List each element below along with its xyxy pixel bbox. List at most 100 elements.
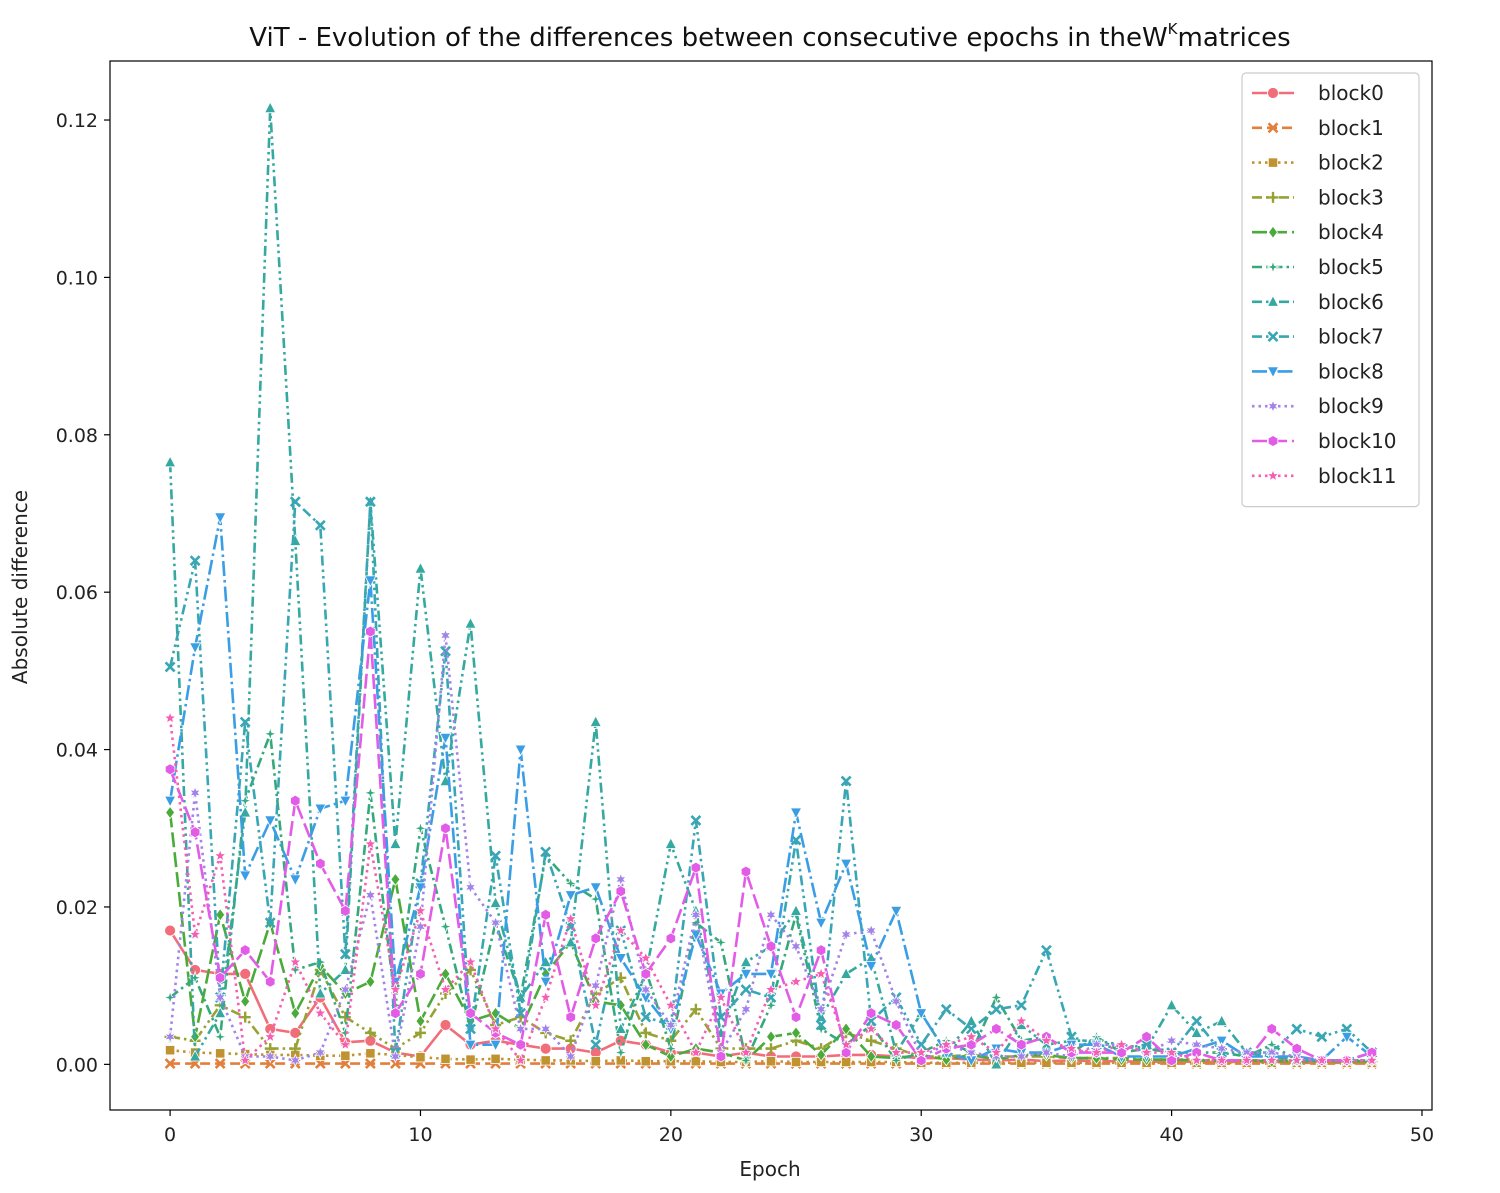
data-point-block5 [763, 997, 779, 1013]
series-block10 [164, 625, 1378, 1067]
legend-item-block2: block2 [1252, 151, 1384, 175]
data-point-block11 [764, 982, 778, 996]
data-point-block11 [213, 848, 227, 862]
data-point-block4 [866, 1049, 877, 1064]
data-point-block2 [165, 1045, 176, 1056]
data-point-block4 [440, 967, 451, 981]
x-axis-label: Epoch [739, 1157, 800, 1181]
legend: block0 block1 block2 block3 block4 block5 bloc… [1241, 72, 1420, 508]
legend-marker-block2 [1267, 157, 1279, 168]
data-point-block8 [339, 795, 352, 808]
data-point-block10 [765, 940, 777, 953]
y-tick-label: 0.06 [56, 582, 98, 604]
data-point-block11 [163, 710, 177, 724]
data-point-block10 [290, 794, 301, 807]
data-point-block11 [664, 998, 678, 1012]
data-point-block5 [713, 935, 729, 950]
legend-marker-block9 [1266, 399, 1280, 414]
data-point-block10 [916, 1054, 927, 1067]
legend-marker-block4 [1268, 225, 1278, 239]
data-point-block10 [265, 975, 276, 988]
data-point-block2 [640, 1056, 651, 1067]
data-point-block2 [690, 1056, 701, 1067]
data-point-block10 [1141, 1030, 1152, 1043]
data-point-block10 [1016, 1038, 1027, 1051]
data-point-block10 [1116, 1046, 1127, 1059]
legend-marker-block10 [1267, 435, 1279, 447]
data-point-block11 [563, 911, 578, 925]
data-point-block5 [988, 990, 1004, 1005]
chart-title: ViT - Evolution of the differences betwe… [249, 20, 1290, 53]
data-point-block10 [590, 932, 601, 945]
data-point-block9 [564, 1049, 577, 1064]
y-axis: 0.00 0.02 0.04 0.06 0.08 0.10 0.12 [56, 110, 110, 1076]
data-point-block3 [339, 1011, 351, 1023]
data-point-block8 [214, 512, 227, 525]
legend-marker-block1 [1267, 122, 1279, 134]
data-point-block11 [1139, 1045, 1154, 1059]
data-point-block11 [513, 1053, 528, 1067]
data-point-block6 [188, 1049, 202, 1062]
data-point-block8 [439, 732, 452, 745]
legend-marker-block8 [1266, 366, 1280, 379]
data-point-block9 [364, 888, 377, 903]
data-point-block8 [915, 1008, 928, 1021]
data-point-block3 [640, 1027, 652, 1039]
data-point-block11 [1089, 1045, 1104, 1059]
data-point-block11 [864, 1021, 878, 1035]
data-point-block4 [290, 1006, 301, 1020]
data-point-block7 [1191, 1015, 1203, 1027]
data-point-block6 [1215, 1014, 1228, 1026]
data-point-block11 [488, 1021, 503, 1035]
data-point-block11 [914, 1045, 928, 1059]
data-point-block11 [1114, 1037, 1129, 1051]
data-point-block11 [989, 1045, 1004, 1059]
legend-label-block2: block2 [1318, 151, 1384, 175]
legend-marker-block11 [1266, 468, 1280, 482]
data-point-block11 [689, 1045, 703, 1059]
y-tick-label: 0.02 [56, 897, 98, 919]
data-point-block2 [490, 1053, 501, 1064]
data-point-block3 [690, 1003, 702, 1015]
data-point-block5 [888, 1053, 904, 1068]
data-point-block7 [940, 1003, 952, 1015]
data-point-block8 [689, 929, 703, 942]
legend-item-block7: block7 [1252, 325, 1384, 349]
data-point-block9 [789, 939, 803, 954]
data-point-block9 [764, 907, 778, 922]
data-point-block11 [814, 966, 828, 980]
legend-marker-block7 [1267, 331, 1279, 343]
data-point-block4 [665, 1049, 676, 1064]
data-point-block11 [438, 982, 453, 996]
data-point-block10 [966, 1038, 977, 1051]
data-point-block11 [1189, 1053, 1204, 1067]
data-point-block1 [214, 1058, 226, 1069]
data-point-block7 [715, 1011, 727, 1023]
data-point-block6 [264, 101, 277, 114]
data-point-block4 [841, 1022, 852, 1036]
data-point-block8 [264, 815, 277, 828]
data-point-block9 [389, 1049, 402, 1064]
data-point-block10 [615, 885, 626, 898]
data-point-block6 [739, 955, 753, 967]
data-point-block11 [714, 990, 728, 1004]
data-point-block9 [339, 982, 352, 997]
data-point-block5 [738, 1053, 754, 1068]
data-point-block0 [439, 1019, 452, 1031]
data-point-block10 [239, 944, 251, 957]
legend-label-block5: block5 [1318, 255, 1384, 279]
data-point-block9 [439, 628, 452, 643]
data-point-block10 [365, 625, 376, 638]
data-point-block10 [740, 865, 752, 878]
legend-label-block3: block3 [1318, 185, 1384, 209]
data-point-block10 [440, 822, 451, 835]
legend-item-block0: block0 [1252, 81, 1384, 105]
data-point-block8 [539, 976, 552, 989]
data-point-block10 [164, 763, 176, 776]
data-point-block8 [489, 1039, 502, 1052]
data-point-block2 [340, 1050, 351, 1061]
data-point-block11 [1039, 1033, 1054, 1047]
data-point-block3 [565, 1035, 577, 1047]
data-point-block10 [189, 826, 201, 839]
data-point-block6 [664, 837, 677, 849]
